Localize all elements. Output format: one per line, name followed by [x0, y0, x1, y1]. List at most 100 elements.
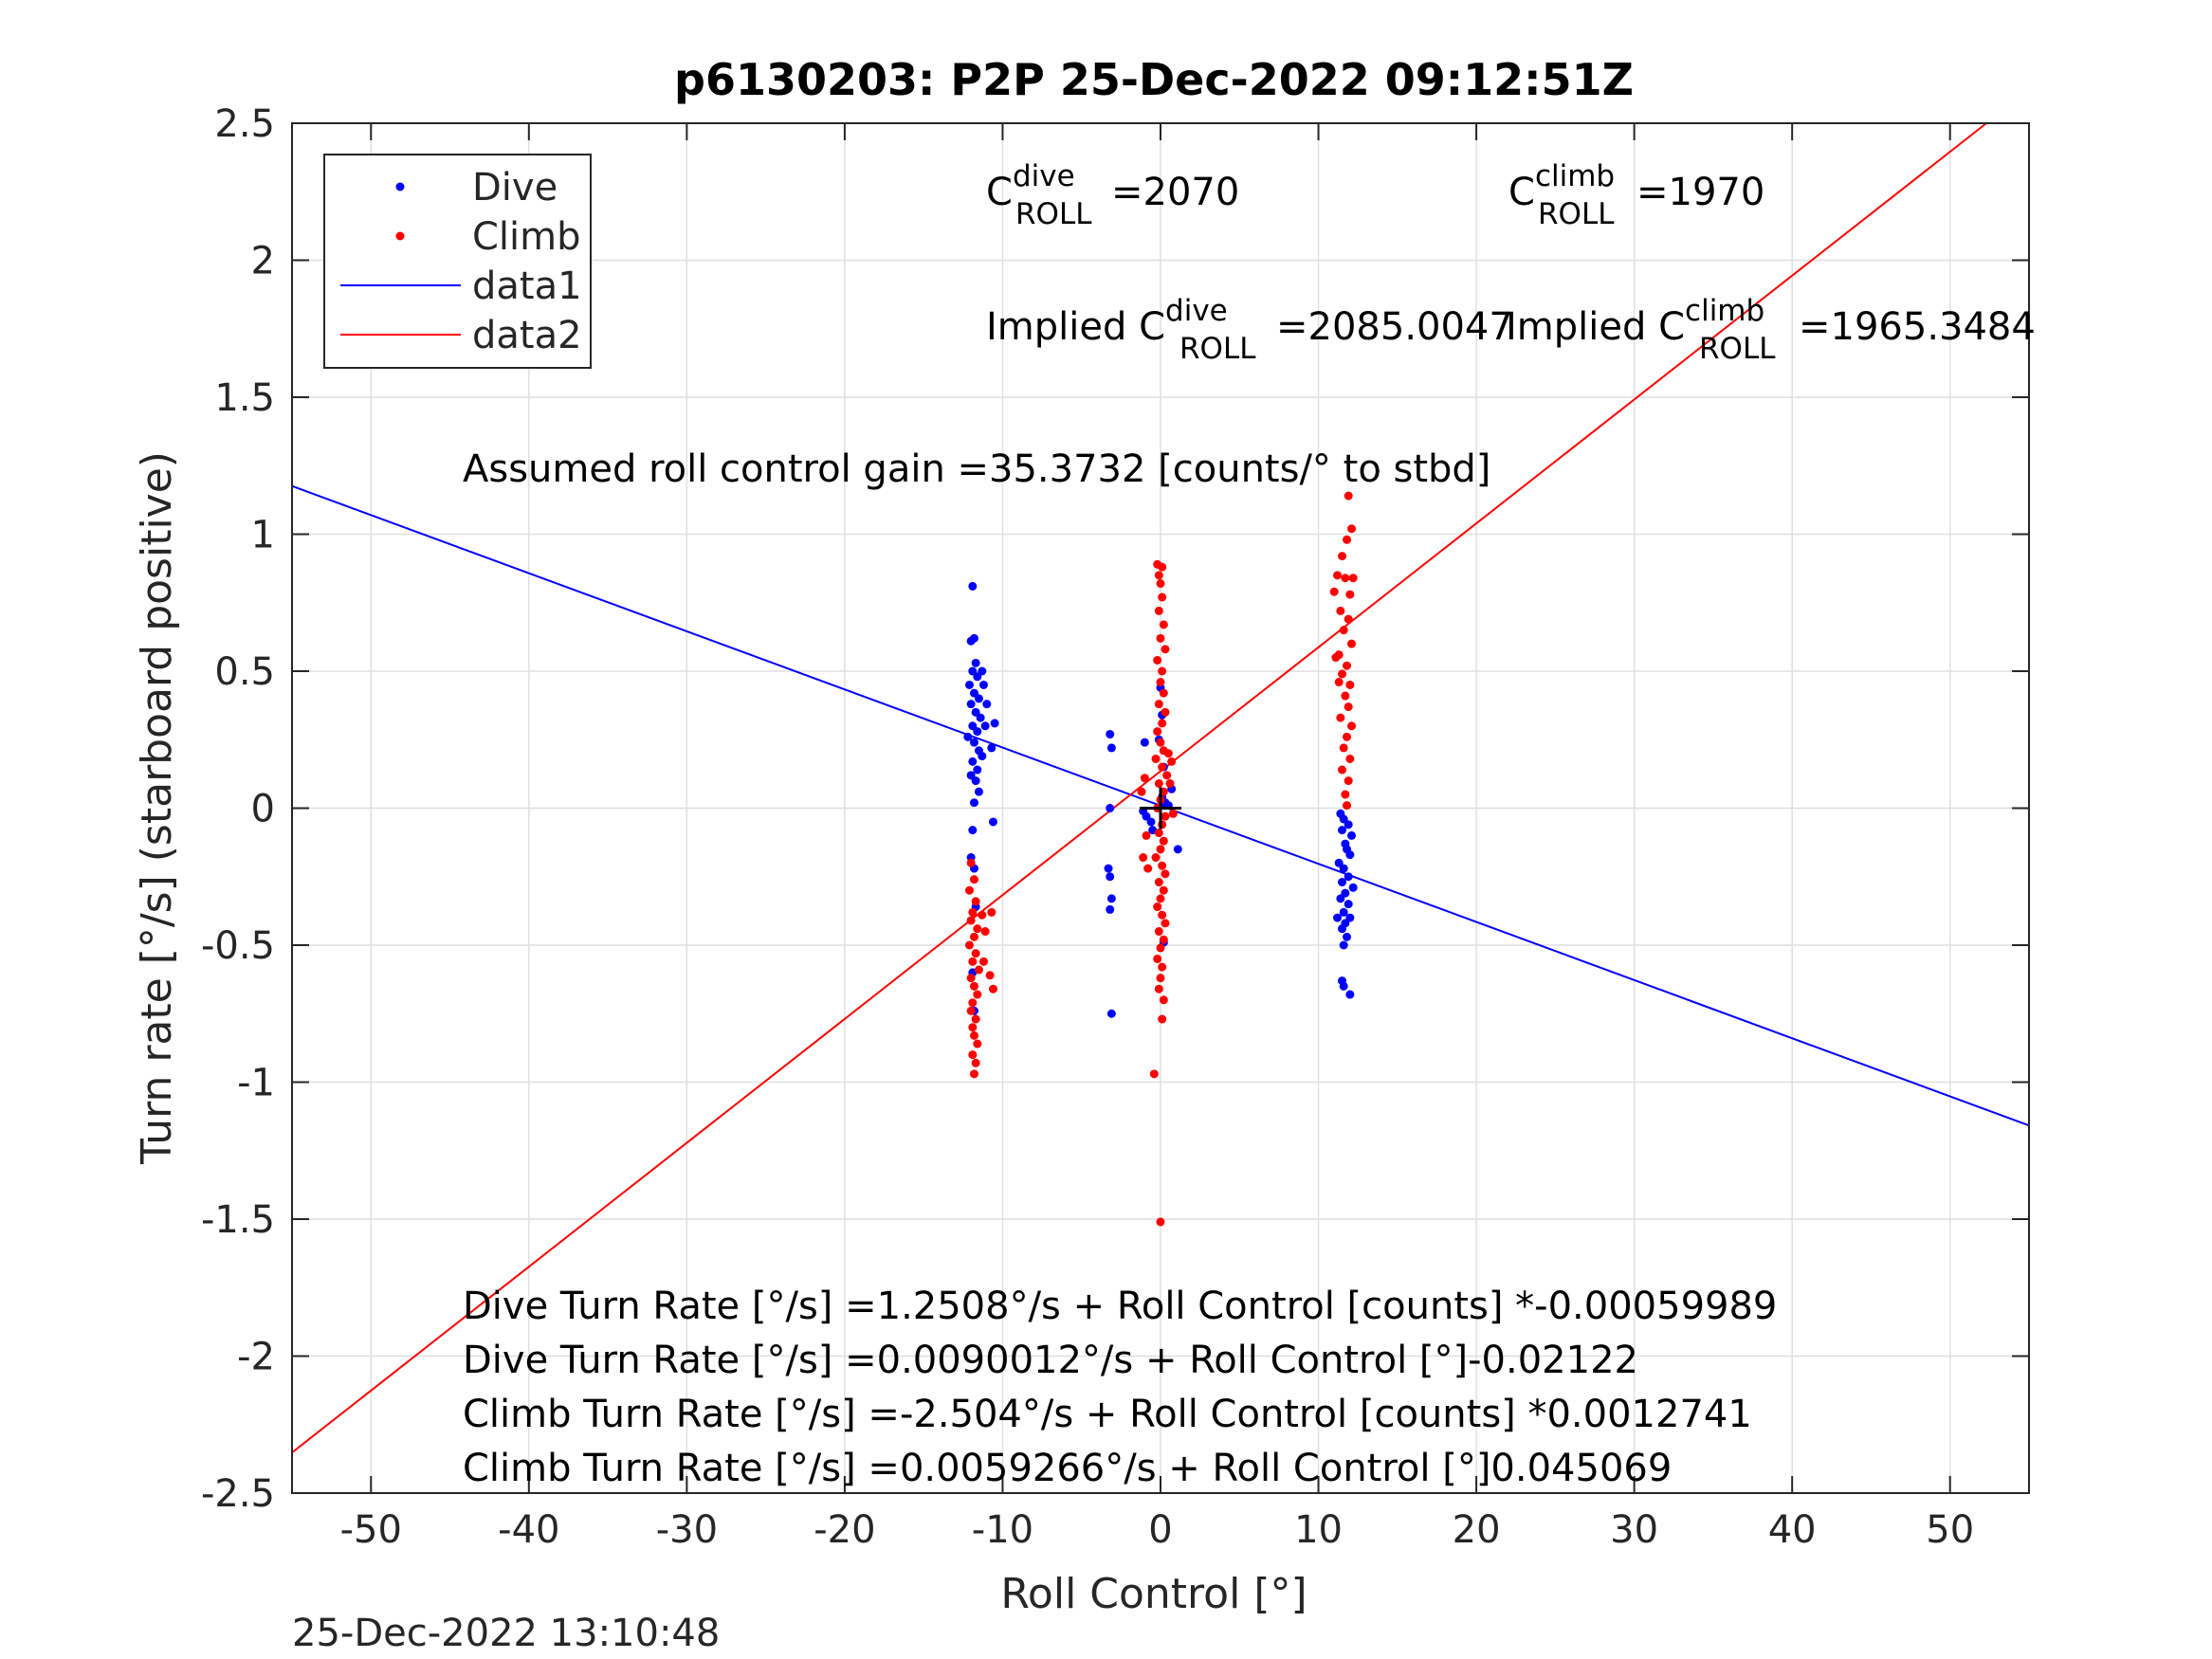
- dive-point: [1345, 850, 1355, 860]
- climb-point: [968, 957, 978, 966]
- svg-text:Implied Cclimb: Implied Cclimb: [1506, 294, 1764, 349]
- climb-point: [1151, 754, 1161, 763]
- legend-label: data2: [472, 314, 582, 357]
- climb-point: [1159, 836, 1168, 846]
- annotation-prefix: Implied: [1506, 305, 1658, 349]
- climb-point: [1159, 885, 1168, 895]
- dive-point: [1339, 981, 1348, 991]
- dive-point: [1106, 804, 1115, 812]
- climb-point: [1333, 571, 1343, 580]
- axis-ticks: [292, 122, 2029, 1494]
- dive-point: [973, 727, 982, 737]
- climb-point: [1158, 962, 1167, 972]
- dive-point: [964, 680, 974, 689]
- climb-point: [1341, 790, 1350, 799]
- climb-point: [1159, 935, 1168, 944]
- annotation-base: C: [1508, 171, 1535, 214]
- climb-point: [1345, 680, 1355, 689]
- climb-point: [973, 924, 982, 934]
- data-points: [963, 491, 1358, 1227]
- climb-point: [1338, 765, 1347, 775]
- legend-label: data1: [472, 264, 582, 308]
- climb-point: [1154, 927, 1163, 937]
- climb-point: [1158, 592, 1167, 602]
- annotation-sub: ROLL: [1538, 197, 1615, 231]
- annotation-prefix: Implied: [986, 305, 1139, 349]
- tick-labels: -50 -40 -30 -20 -10 0 10 20 30 40 50-2.5-2-1.5-1-0…: [201, 102, 1974, 1552]
- climb-point: [1331, 653, 1341, 663]
- annotation-base: C: [1139, 305, 1165, 349]
- climb-point: [1153, 902, 1162, 912]
- fit-text-climb-degrees: Climb Turn Rate [°/s] =0.0059266°/s + Ro…: [463, 1447, 1672, 1490]
- climb-point: [980, 927, 990, 937]
- x-tick-label: -40: [498, 1508, 559, 1552]
- dive-point: [1106, 729, 1115, 738]
- climb-point: [1154, 878, 1163, 887]
- annotation-value: =1965.3484: [1799, 305, 2036, 349]
- climb-point: [1158, 666, 1167, 676]
- dive-point: [966, 636, 976, 646]
- dive-point: [963, 732, 973, 741]
- climb-point: [969, 1069, 978, 1079]
- dive-point: [987, 743, 996, 753]
- dive-point: [1338, 826, 1347, 835]
- climb-point: [1168, 809, 1178, 818]
- climb-point: [1154, 829, 1163, 838]
- dive-point: [980, 721, 990, 731]
- legend-label: Climb: [472, 215, 581, 259]
- climb-point: [1153, 954, 1162, 963]
- y-tick-label: -2: [237, 1336, 275, 1379]
- climb-point: [1344, 614, 1353, 624]
- x-tick-label: -10: [972, 1508, 1033, 1552]
- dive-point: [1338, 924, 1347, 934]
- climb-point: [1163, 749, 1173, 758]
- climb-point: [1153, 727, 1162, 737]
- climb-point: [1339, 626, 1348, 635]
- annotation-value: =2070: [1111, 171, 1239, 214]
- x-tick-label: 20: [1453, 1508, 1501, 1552]
- climb-point: [1142, 830, 1151, 840]
- legend-label: Dive: [472, 166, 558, 210]
- footer-timestamp: 25-Dec-2022 13:10:48: [292, 1612, 720, 1655]
- annotation-sup: dive: [1013, 159, 1075, 193]
- x-tick-label: 30: [1610, 1508, 1658, 1552]
- climb-point: [1344, 702, 1353, 712]
- dive-point: [1106, 872, 1115, 882]
- fit-line-data2: [291, 122, 1987, 1454]
- dive-point: [974, 694, 983, 703]
- svg-text:Cclimb: Cclimb: [1508, 159, 1615, 214]
- y-axis-label: Turn rate [°/s] (starboard positive): [133, 451, 181, 1165]
- climb-point: [1343, 535, 1352, 544]
- dive-point: [974, 787, 983, 796]
- dive-point: [1339, 940, 1348, 950]
- climb-point: [1347, 721, 1357, 731]
- dive-point: [1140, 738, 1149, 747]
- annotation-c-roll-climb: Cclimb ROLL =1970: [1508, 159, 1764, 231]
- dive-point: [1146, 817, 1156, 827]
- climb-point: [1334, 678, 1344, 687]
- dive-point: [978, 666, 987, 676]
- x-tick-label: 0: [1148, 1508, 1172, 1552]
- climb-point: [1167, 757, 1177, 766]
- y-tick-label: 2.5: [214, 102, 275, 146]
- dive-point: [1343, 932, 1352, 941]
- climb-point: [966, 974, 976, 983]
- y-tick-label: -1: [237, 1062, 275, 1105]
- dive-point: [1336, 894, 1345, 903]
- climb-point: [1347, 639, 1357, 648]
- climb-point: [1158, 1014, 1167, 1024]
- climb-point: [1151, 853, 1161, 863]
- y-tick-label: 1.5: [214, 376, 275, 420]
- climb-point: [1158, 762, 1167, 772]
- annotation-value: =1970: [1636, 171, 1764, 214]
- climb-point: [1154, 984, 1163, 994]
- climb-point: [1156, 974, 1165, 983]
- dive-point: [1106, 743, 1116, 753]
- climb-point: [969, 932, 978, 941]
- annotation-implied-climb: Implied Cclimb ROLL =1965.3484: [1506, 294, 2036, 366]
- dive-point: [978, 680, 988, 689]
- climb-point: [1154, 778, 1163, 788]
- y-tick-label: -1.5: [201, 1198, 275, 1242]
- legend: Dive Climb data1 data2: [323, 154, 592, 369]
- climb-point: [1345, 590, 1355, 599]
